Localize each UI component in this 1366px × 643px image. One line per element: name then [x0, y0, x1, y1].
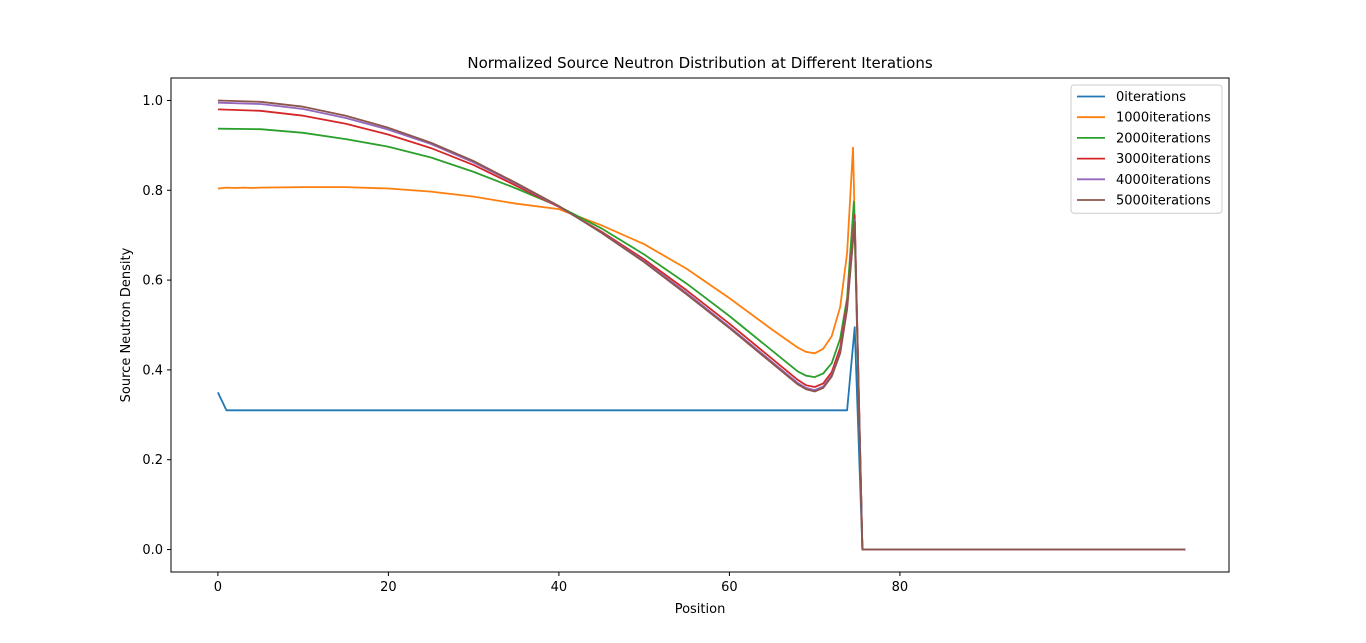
x-tick-label: 40: [551, 580, 568, 595]
y-tick-label: 0.0: [142, 543, 163, 558]
series-line-0iterations: [217, 326, 1186, 551]
y-tick-label: 0.4: [142, 363, 163, 378]
plot-frame: [170, 77, 1230, 573]
legend-box: [1070, 84, 1223, 214]
legend-label: 2000iterations: [1116, 131, 1211, 146]
series-line-2000iterations: [217, 127, 1186, 551]
y-tick-label: 0.2: [142, 453, 163, 468]
x-tick-label: 20: [380, 580, 397, 595]
y-axis-label: Source Neutron Density: [119, 247, 134, 402]
legend-label: 3000iterations: [1116, 152, 1211, 167]
x-tick-label: 0: [214, 580, 222, 595]
y-tick-label: 1.0: [142, 94, 163, 109]
legend-label: 5000iterations: [1116, 194, 1211, 209]
legend: 0iterations 1000iterations 2000iterations 3…: [1070, 84, 1223, 214]
x-axis-label: Position: [675, 602, 726, 617]
x-tick-label: 60: [721, 580, 738, 595]
series-line-4000iterations: [217, 101, 1186, 551]
series-line-3000iterations: [217, 108, 1186, 551]
x-tick-label: 80: [892, 580, 909, 595]
legend-label: 0iterations: [1116, 90, 1186, 105]
y-tick-label: 0.8: [142, 184, 163, 199]
plot-area: [217, 99, 1186, 551]
chart-title: Normalized Source Neutron Distribution a…: [467, 54, 932, 72]
series-line-5000iterations: [217, 99, 1186, 551]
axis-ticks: 0 20 40 60 80 0.0 0.2 0.4 0.6 0.8 1.0: [142, 94, 908, 595]
legend-label: 4000iterations: [1116, 173, 1211, 188]
legend-label: 1000iterations: [1116, 111, 1211, 126]
series-line-1000iterations: [217, 146, 1186, 551]
y-tick-label: 0.6: [142, 274, 163, 289]
